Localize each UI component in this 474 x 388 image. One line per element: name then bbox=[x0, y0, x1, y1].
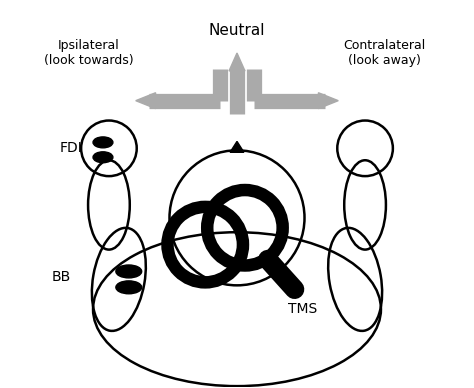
Ellipse shape bbox=[116, 265, 142, 278]
Text: Neutral: Neutral bbox=[209, 23, 265, 38]
Text: TMS: TMS bbox=[288, 302, 317, 316]
Text: Contralateral
(look away): Contralateral (look away) bbox=[343, 39, 425, 67]
Text: Ipsilateral
(look towards): Ipsilateral (look towards) bbox=[44, 39, 134, 67]
Polygon shape bbox=[136, 93, 155, 109]
Ellipse shape bbox=[93, 137, 113, 148]
Polygon shape bbox=[319, 93, 338, 109]
Text: FDI: FDI bbox=[59, 141, 82, 155]
Ellipse shape bbox=[93, 152, 113, 163]
Ellipse shape bbox=[116, 281, 142, 294]
Text: BB: BB bbox=[51, 270, 71, 284]
Polygon shape bbox=[230, 141, 244, 152]
Polygon shape bbox=[229, 53, 245, 71]
